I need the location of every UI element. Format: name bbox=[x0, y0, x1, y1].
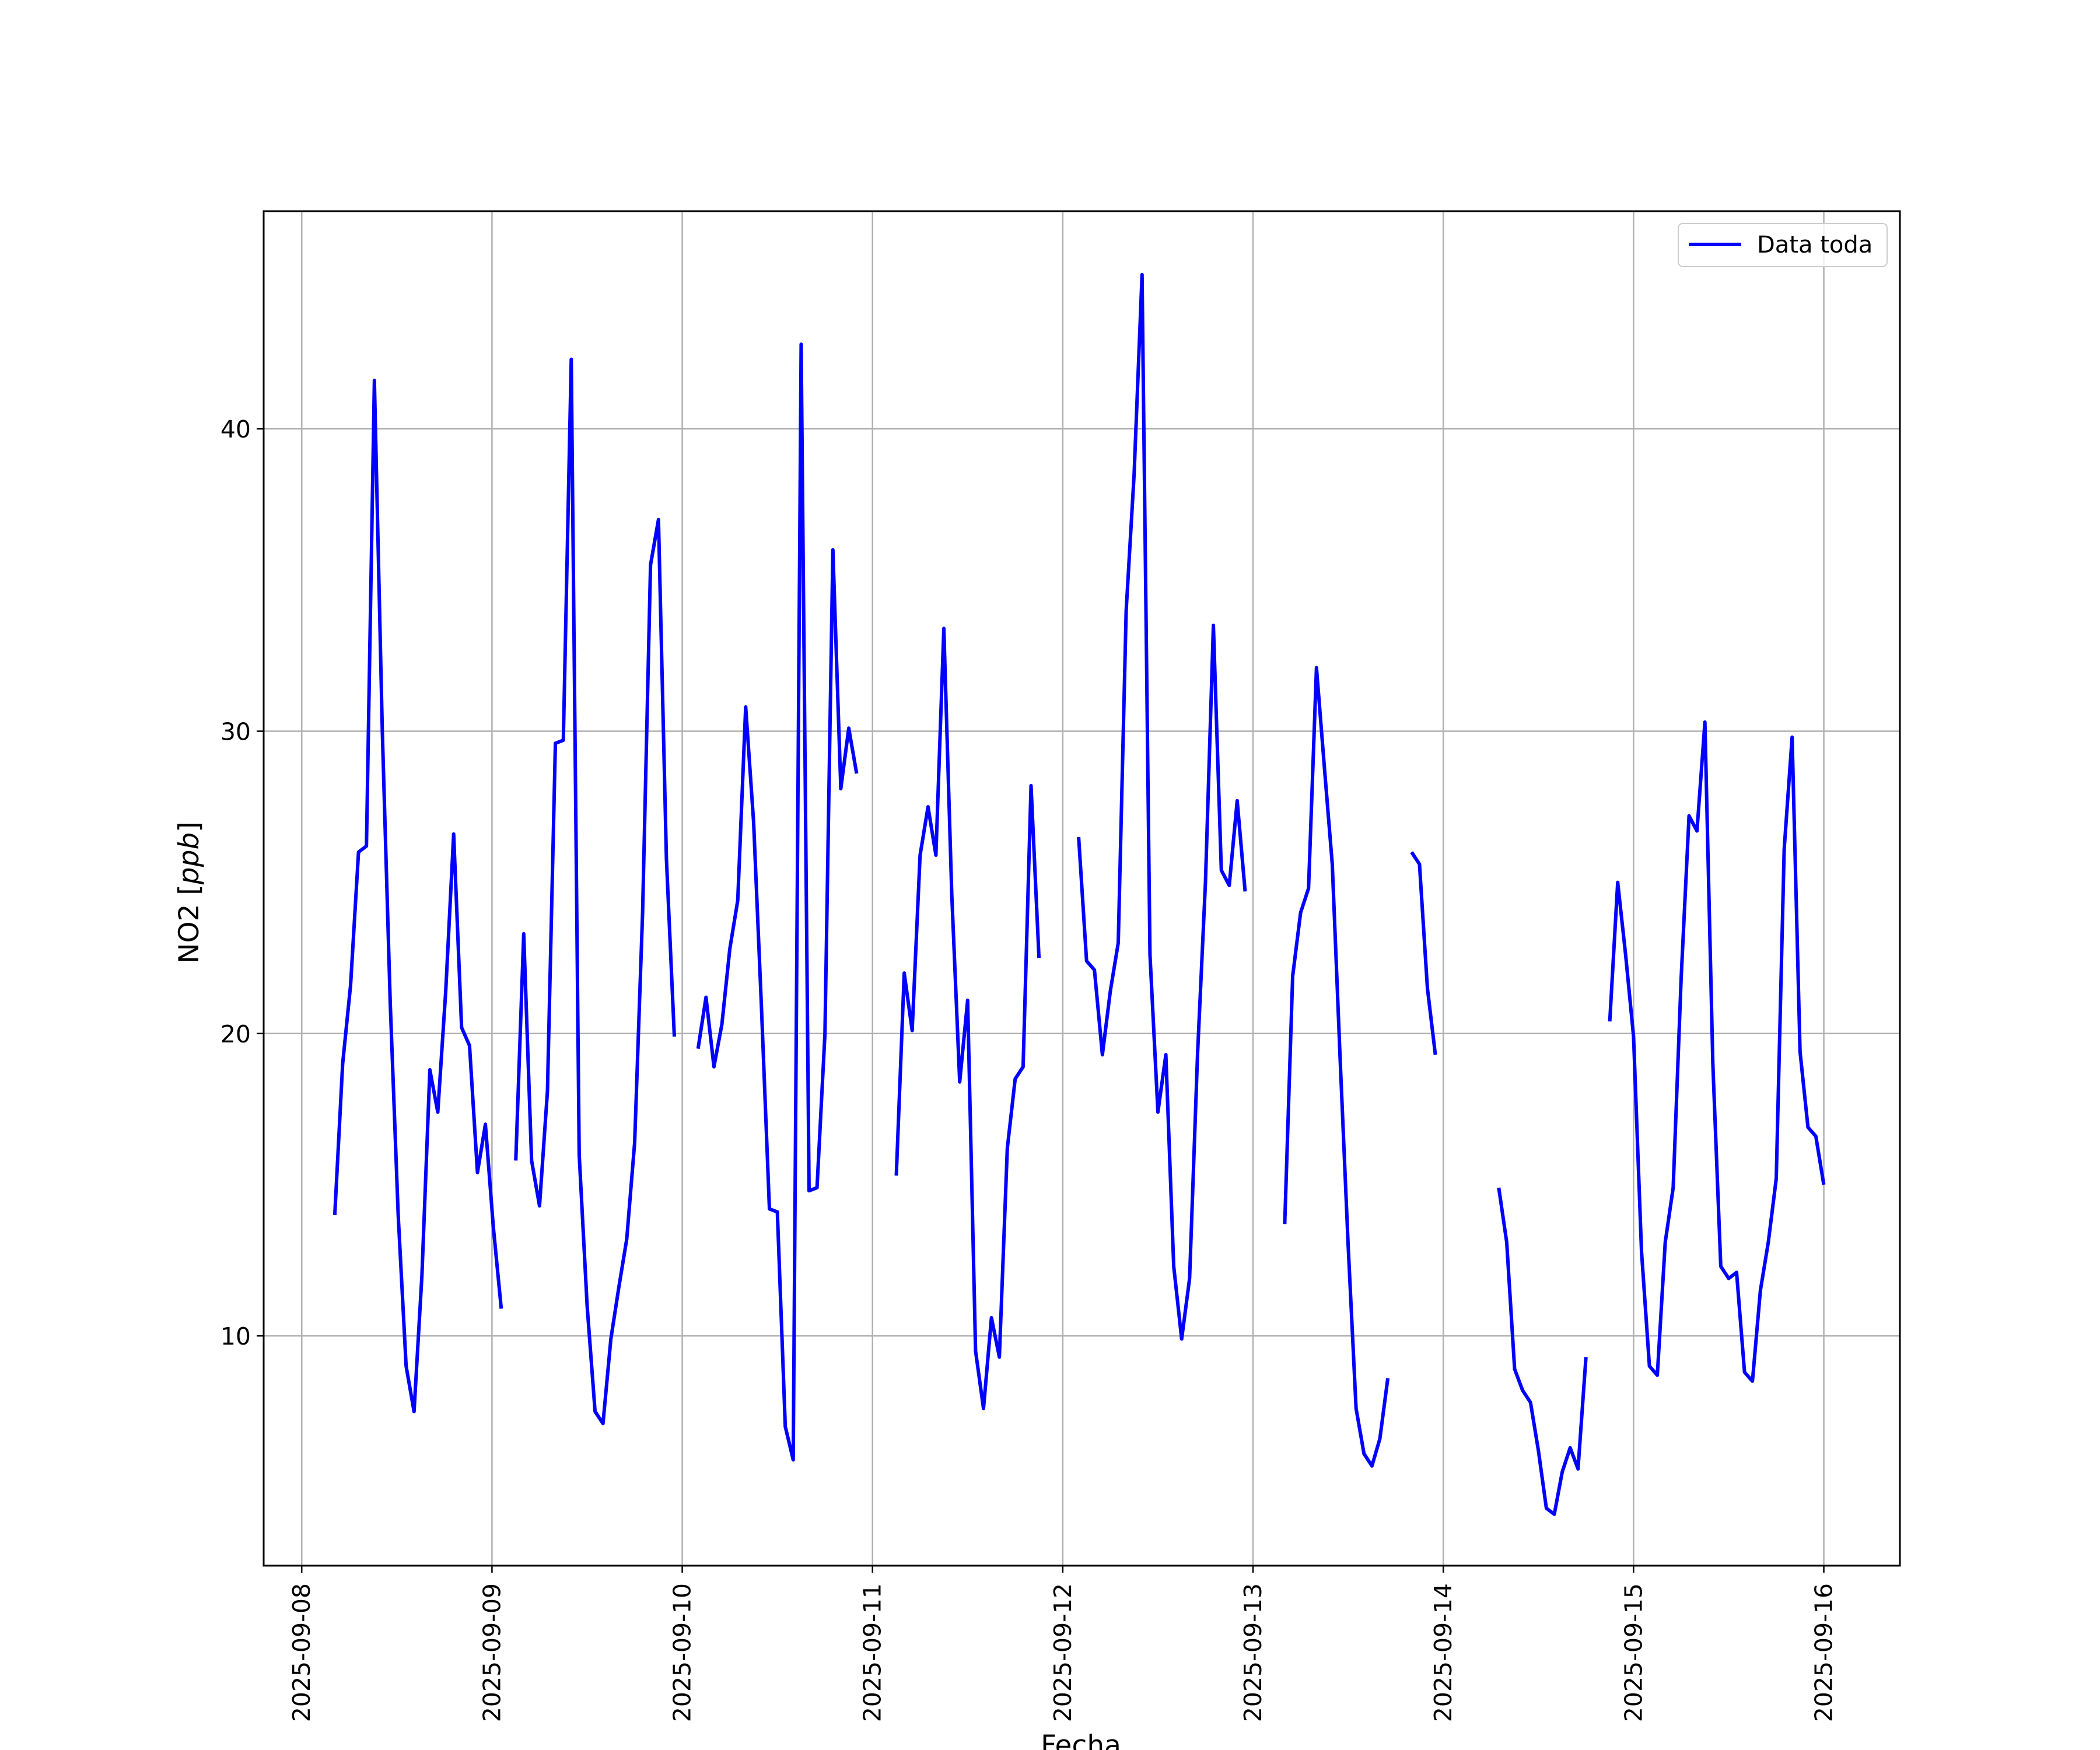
y-tick-label-30: 30 bbox=[220, 718, 251, 746]
x-axis-label: Fecha bbox=[1041, 1730, 1121, 1750]
x-tick-label-2025-09-15: 2025-09-15 bbox=[1619, 1583, 1647, 1722]
y-tick-label-10: 10 bbox=[220, 1322, 251, 1350]
x-tick-label-2025-09-13: 2025-09-13 bbox=[1239, 1583, 1267, 1722]
plot-area-frame bbox=[262, 210, 1901, 1567]
legend: Data toda bbox=[1678, 223, 1888, 267]
x-tick-label-2025-09-10: 2025-09-10 bbox=[668, 1583, 696, 1722]
x-tick-label-2025-09-14: 2025-09-14 bbox=[1429, 1583, 1457, 1722]
series-line-segment-2 bbox=[696, 342, 859, 1462]
x-tick-label-2025-09-11: 2025-09-11 bbox=[859, 1583, 887, 1722]
legend-label-data-toda: Data toda bbox=[1757, 232, 1873, 258]
series-line-segment-0 bbox=[332, 379, 503, 1413]
series-line-segment-4 bbox=[1077, 272, 1247, 1341]
series-line-segment-7 bbox=[1497, 1187, 1588, 1516]
y-tick-label-20: 20 bbox=[220, 1020, 251, 1048]
series-line-segment-8 bbox=[1608, 720, 1826, 1383]
x-tick-label-2025-09-09: 2025-09-09 bbox=[478, 1583, 506, 1722]
x-tick-label-2025-09-12: 2025-09-12 bbox=[1049, 1583, 1077, 1722]
legend-box bbox=[1678, 223, 1888, 267]
series-line-segment-3 bbox=[894, 626, 1041, 1410]
y-tick-label-40: 40 bbox=[220, 415, 251, 443]
x-axis-ticks: 2025-09-08 2025-09-09 2025-09-10 2025-09-11… bbox=[288, 1566, 1838, 1722]
y-axis-ticks: 10 20 30 40 bbox=[220, 415, 264, 1350]
y-axis-label: NO2 [ppb] bbox=[173, 821, 205, 963]
x-tick-label-2025-09-08: 2025-09-08 bbox=[288, 1583, 316, 1722]
series-line-segment-5 bbox=[1283, 666, 1390, 1468]
series-line-segment-6 bbox=[1410, 851, 1437, 1055]
x-tick-label-2025-09-16: 2025-09-16 bbox=[1810, 1583, 1838, 1722]
series-data-toda bbox=[332, 272, 1826, 1516]
series-line-segment-1 bbox=[514, 358, 676, 1426]
grid-lines bbox=[264, 211, 1900, 1566]
